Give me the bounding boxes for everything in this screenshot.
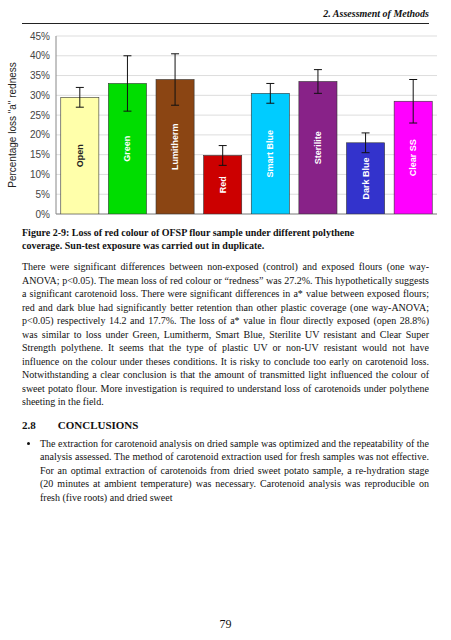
error-cap (409, 79, 417, 80)
y-tick-label: 0% (36, 209, 51, 220)
error-bar (171, 54, 179, 105)
error-cap (362, 152, 370, 153)
error-stem (365, 133, 366, 153)
error-stem (175, 54, 176, 105)
y-axis-line (56, 36, 57, 214)
error-bar (123, 56, 131, 111)
grid-line (56, 36, 437, 37)
error-cap (266, 103, 274, 104)
error-bar (76, 87, 84, 107)
y-tick-label: 25% (30, 110, 50, 121)
error-cap (409, 123, 417, 124)
error-bar (219, 146, 227, 166)
error-cap (171, 53, 179, 54)
error-cap (76, 87, 84, 88)
bars (61, 80, 432, 214)
page-body: {"chart_data": {"type": "bar", "y_label"… (0, 0, 451, 640)
error-stem (127, 56, 128, 111)
error-cap (266, 83, 274, 84)
error-stem (222, 146, 223, 166)
header-rule (22, 23, 429, 24)
grid-line (56, 75, 437, 76)
bar (251, 93, 289, 214)
error-stem (270, 83, 271, 103)
figure-caption: Figure 2-9: Loss of red colour of OFSP f… (22, 226, 429, 252)
error-cap (314, 69, 322, 70)
error-stem (317, 70, 318, 94)
header: 2. Assessment of Methods (22, 8, 429, 19)
y-tick-label: 35% (30, 70, 50, 81)
error-stem (79, 87, 80, 107)
bar-chart: 0% 5% 10% 15% 20% 25% 30% 35% 40% 45% Percentage l… (0, 26, 451, 222)
y-axis: 0% 5% 10% 15% 20% 25% 30% 35% 40% 45% (30, 31, 437, 220)
bar (347, 143, 385, 214)
y-axis-label: Percentage loss "a" redness (7, 62, 18, 188)
category-label: Red (218, 176, 228, 193)
error-cap (171, 105, 179, 106)
category-labels: Open Green Lumitherm Red Smart Blue Sterilite… (75, 123, 418, 199)
page-number: 79 (0, 617, 451, 632)
category-label: Clear SS (408, 139, 418, 176)
error-stem (413, 80, 414, 124)
y-tick-label: 40% (30, 50, 50, 61)
y-tick-label: 30% (30, 90, 50, 101)
y-tick-label: 10% (30, 169, 50, 180)
error-bar (266, 83, 274, 103)
category-label: Dark Blue (361, 157, 371, 199)
section-heading: 2.8 CONCLUSIONS (22, 419, 429, 431)
error-bar (314, 70, 322, 94)
page: 2. Assessment of Methods 0% 5% 10% 15% 20% 25%… (0, 0, 451, 640)
category-label: Smart Blue (265, 130, 275, 178)
category-label: Green (122, 136, 132, 162)
bullet-list: The extraction for carotenoid analysis o… (22, 437, 429, 505)
error-cap (362, 132, 370, 133)
y-tick-label: 15% (30, 149, 50, 160)
error-cap (219, 165, 227, 166)
error-bar (409, 80, 417, 124)
category-label: Lumitherm (170, 123, 180, 170)
error-bar (362, 133, 370, 153)
body-text: There were significant differences betwe… (22, 260, 429, 409)
error-cap (123, 111, 131, 112)
error-bars (76, 54, 417, 166)
grid-line (56, 55, 437, 56)
category-label: Open (75, 144, 85, 167)
y-tick-label: 20% (30, 129, 50, 140)
error-cap (219, 145, 227, 146)
error-cap (314, 93, 322, 94)
y-tick-label: 5% (36, 189, 51, 200)
category-label: Sterilite (313, 131, 323, 164)
y-tick-label: 45% (30, 31, 50, 42)
error-cap (76, 107, 84, 108)
bullet-item: The extraction for carotenoid analysis o… (40, 437, 429, 505)
bar (299, 81, 337, 214)
error-cap (123, 55, 131, 56)
bar (61, 97, 99, 214)
